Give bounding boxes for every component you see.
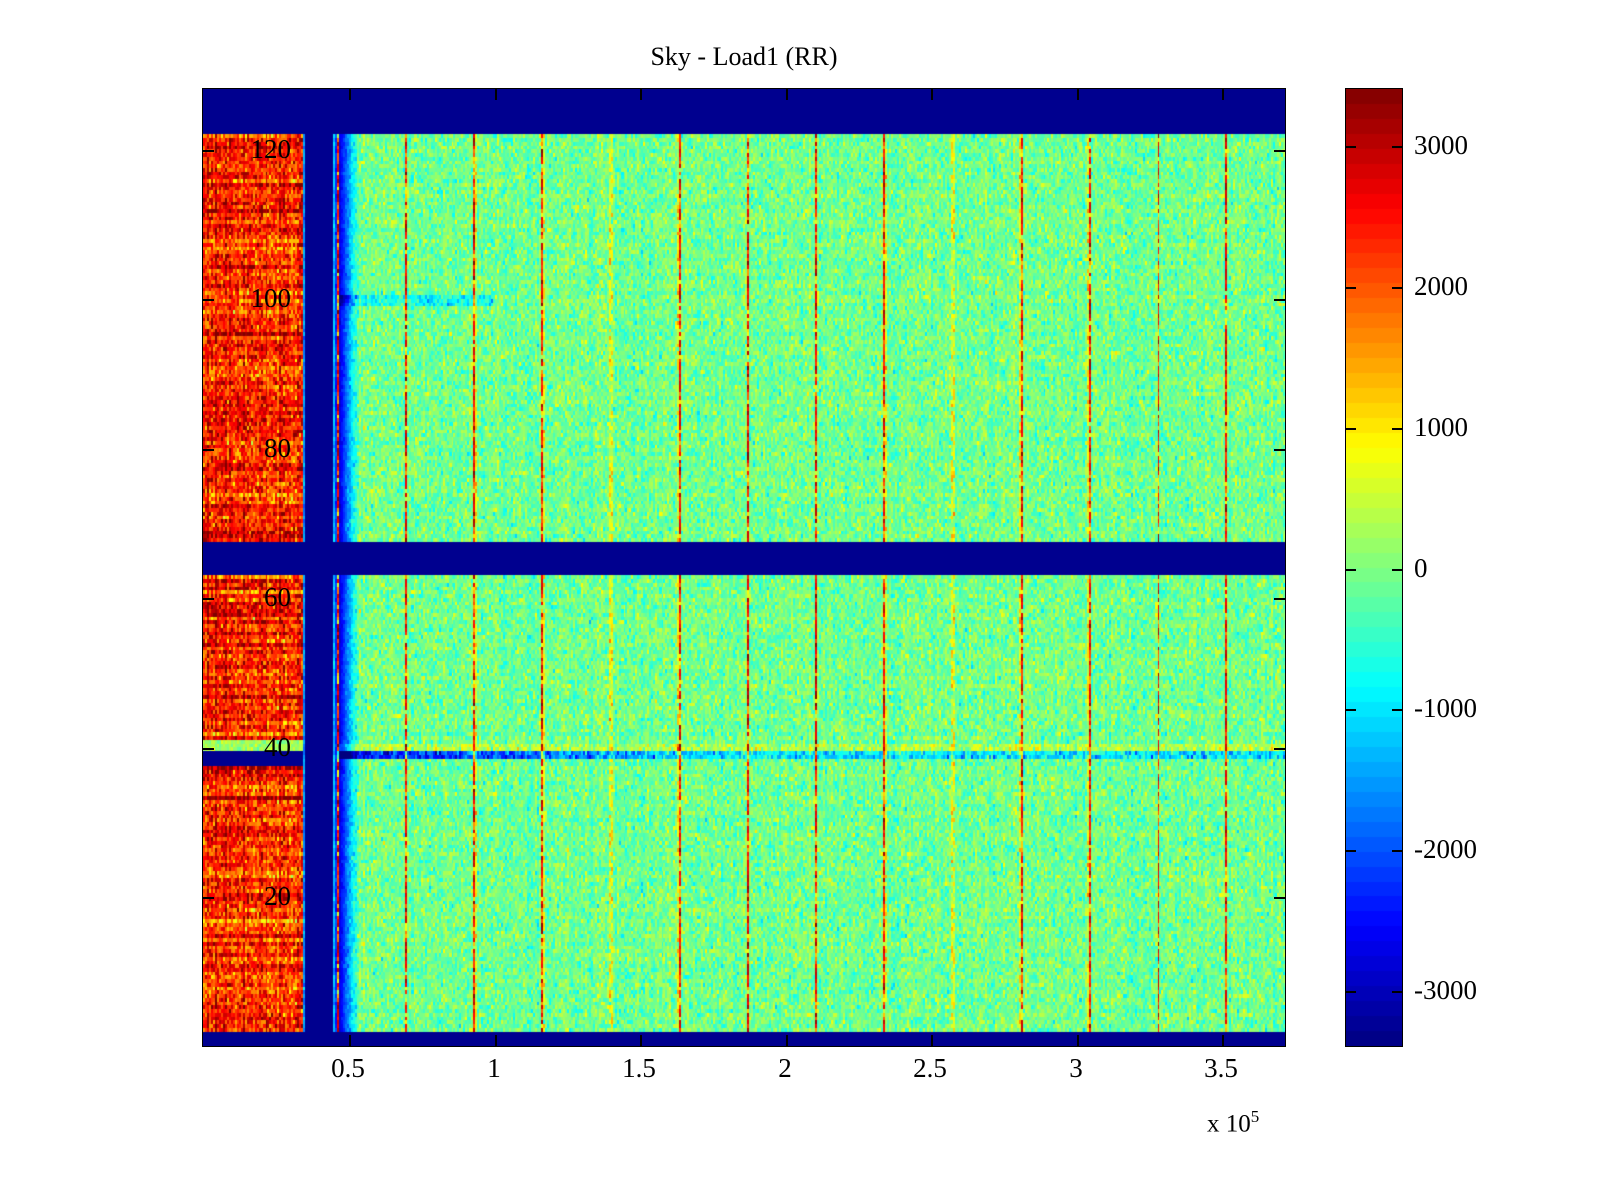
x-tick-mark — [349, 1035, 351, 1046]
y-tick-label: 80 — [264, 433, 291, 463]
x-tick-mark-top — [1222, 89, 1224, 100]
colorbar-tick-mark — [1346, 569, 1356, 571]
x-tick-mark — [495, 1035, 497, 1046]
y-tick-mark-right — [1274, 748, 1285, 750]
colorbar-tick-label: 2000 — [1414, 271, 1468, 301]
y-tick-mark — [203, 598, 214, 600]
colorbar-tick-mark-right — [1392, 709, 1402, 711]
y-tick-mark — [203, 449, 214, 451]
x-axis-exponent-mantissa: x 10 — [1207, 1110, 1251, 1138]
x-tick-mark-top — [931, 89, 933, 100]
x-tick-mark-top — [1077, 89, 1079, 100]
y-tick-mark-right — [1274, 449, 1285, 451]
colorbar-tick-mark — [1346, 850, 1356, 852]
colorbar-tick-label: -2000 — [1414, 834, 1477, 864]
colorbar[interactable] — [1345, 88, 1403, 1047]
y-tick-label: 100 — [250, 283, 292, 313]
colorbar-tick-label: 1000 — [1414, 412, 1468, 442]
x-tick-mark — [786, 1035, 788, 1046]
x-tick-label: 1 — [487, 1053, 501, 1083]
colorbar-tick-mark-right — [1392, 991, 1402, 993]
colorbar-tick-mark-right — [1392, 428, 1402, 430]
x-tick-mark — [1077, 1035, 1079, 1046]
x-tick-mark — [640, 1035, 642, 1046]
y-tick-mark-right — [1274, 897, 1285, 899]
heatmap-image — [203, 89, 1285, 1046]
x-axis-exponent-power: 5 — [1250, 1107, 1260, 1126]
colorbar-tick-label: -3000 — [1414, 975, 1477, 1005]
colorbar-tick-mark — [1346, 709, 1356, 711]
y-tick-mark-right — [1274, 299, 1285, 301]
colorbar-tick-mark — [1346, 991, 1356, 993]
x-tick-label: 3 — [1069, 1053, 1083, 1083]
colorbar-tick-mark — [1346, 146, 1356, 148]
y-tick-label: 40 — [264, 732, 291, 762]
y-tick-mark — [203, 897, 214, 899]
colorbar-tick-mark-right — [1392, 850, 1402, 852]
y-tick-mark-right — [1274, 150, 1285, 152]
colorbar-tick-mark — [1346, 287, 1356, 289]
x-tick-label: 3.5 — [1204, 1053, 1238, 1083]
x-tick-mark-top — [640, 89, 642, 100]
colorbar-gradient — [1346, 89, 1402, 1046]
y-tick-label: 120 — [250, 134, 292, 164]
y-tick-mark — [203, 299, 214, 301]
x-tick-label: 2 — [778, 1053, 792, 1083]
x-tick-mark-top — [349, 89, 351, 100]
colorbar-tick-label: -1000 — [1414, 693, 1477, 723]
y-tick-label: 20 — [264, 881, 291, 911]
x-tick-label: 1.5 — [622, 1053, 656, 1083]
x-tick-mark — [931, 1035, 933, 1046]
y-tick-mark — [203, 150, 214, 152]
x-tick-mark-top — [786, 89, 788, 100]
y-tick-label: 60 — [264, 582, 291, 612]
colorbar-tick-label: 0 — [1414, 553, 1428, 583]
x-axis-exponent-label: x 105 — [1207, 1104, 1259, 1136]
y-tick-mark-right — [1274, 598, 1285, 600]
colorbar-tick-mark-right — [1392, 569, 1402, 571]
x-tick-label: 0.5 — [331, 1053, 365, 1083]
x-tick-label: 2.5 — [913, 1053, 947, 1083]
x-tick-mark-top — [495, 89, 497, 100]
colorbar-tick-mark-right — [1392, 146, 1402, 148]
colorbar-tick-mark-right — [1392, 287, 1402, 289]
colorbar-tick-mark — [1346, 428, 1356, 430]
colorbar-tick-label: 3000 — [1414, 130, 1468, 160]
page-title: Sky - Load1 (RR) — [650, 42, 838, 71]
heatmap-axes[interactable] — [202, 88, 1286, 1047]
x-tick-mark — [1222, 1035, 1224, 1046]
y-tick-mark — [203, 748, 214, 750]
